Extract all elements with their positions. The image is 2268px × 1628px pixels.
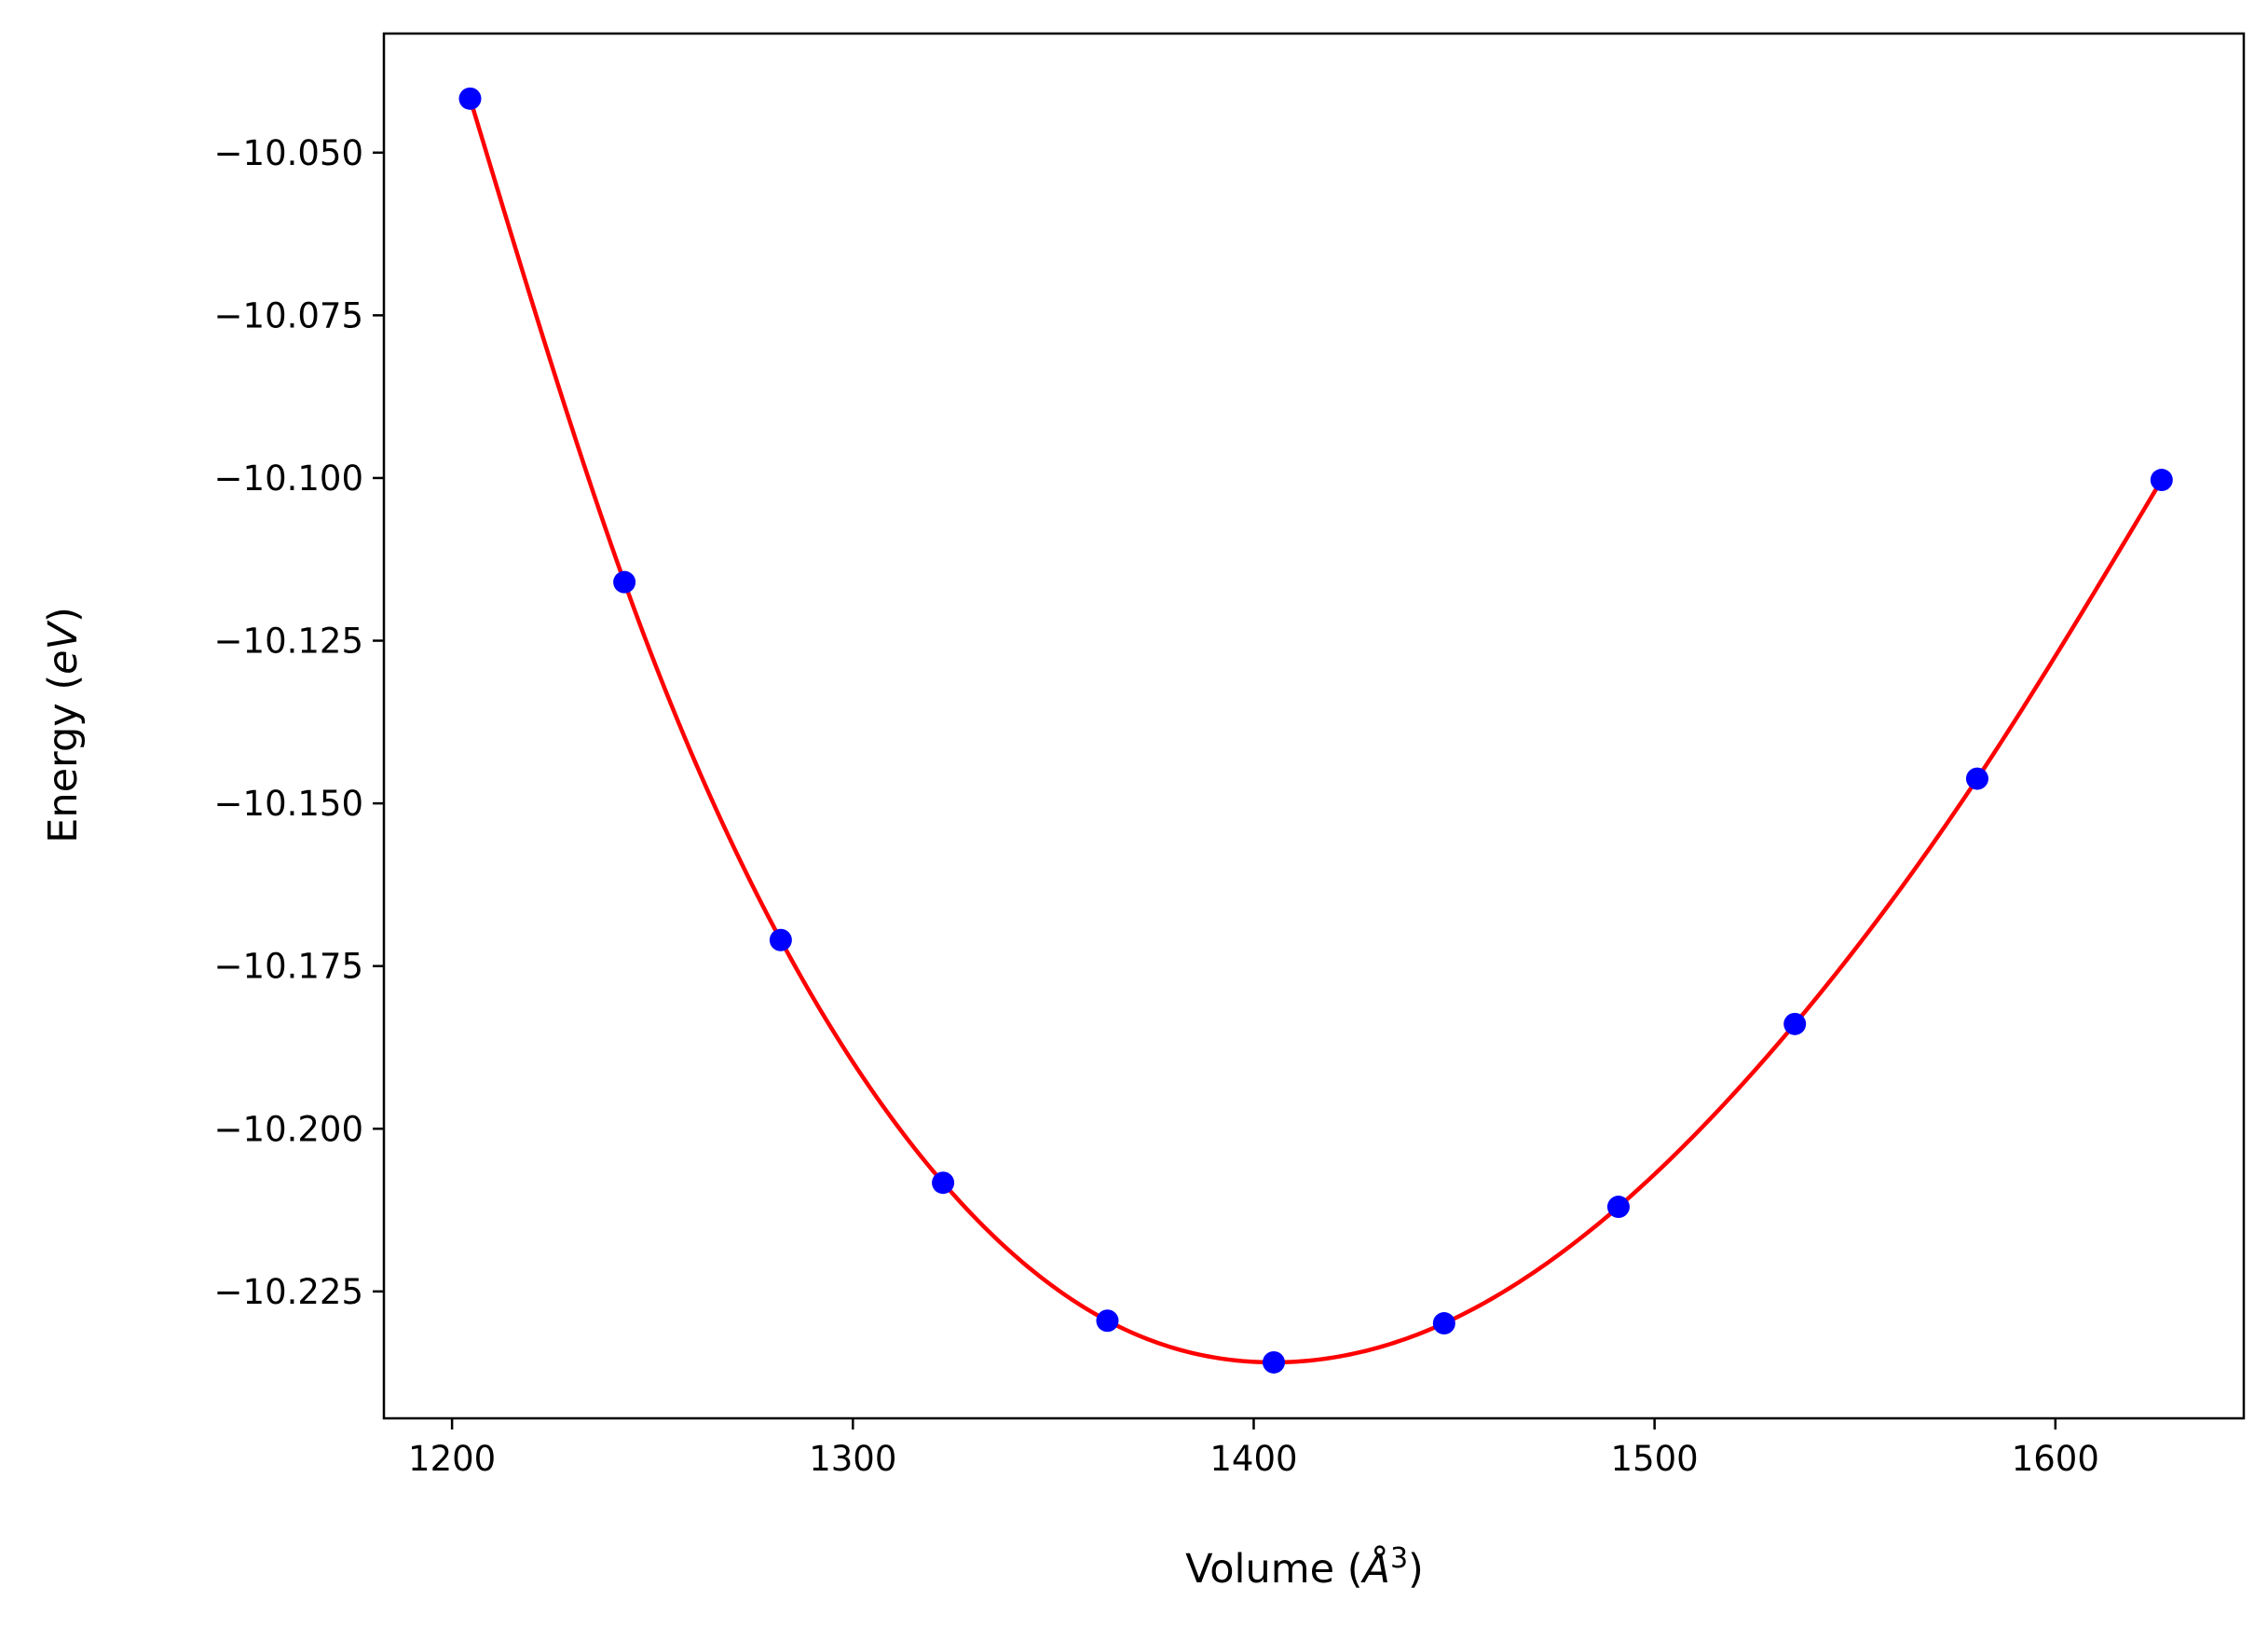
x-tick-label: 1300 bbox=[809, 1439, 896, 1479]
y-tick-label: −10.100 bbox=[214, 458, 363, 499]
x-tick-label: 1600 bbox=[2012, 1439, 2099, 1479]
data-point bbox=[932, 1171, 955, 1195]
data-point bbox=[458, 87, 482, 110]
plot-frame bbox=[382, 32, 2246, 1420]
y-tick-label: −10.050 bbox=[214, 133, 363, 173]
x-tick-label: 1200 bbox=[408, 1439, 496, 1479]
y-tick-label: −10.125 bbox=[214, 622, 363, 662]
data-point bbox=[1783, 1012, 1807, 1035]
x-tick-label: 1500 bbox=[1611, 1439, 1699, 1479]
y-tick-label: −10.150 bbox=[214, 784, 363, 824]
x-axis-label: Volume (Å3) bbox=[1185, 1542, 1424, 1593]
x-tick-label: 1400 bbox=[1209, 1439, 1297, 1479]
plot-area bbox=[458, 87, 2173, 1374]
data-point bbox=[1432, 1312, 1455, 1335]
y-tick-label: −10.200 bbox=[214, 1109, 363, 1149]
y-axis-label: Energy (eV) bbox=[40, 607, 87, 843]
fit-curve bbox=[468, 98, 2164, 1365]
data-point bbox=[613, 570, 636, 594]
y-tick-label: −10.225 bbox=[214, 1272, 363, 1312]
data-point bbox=[769, 928, 792, 951]
data-point bbox=[1262, 1350, 1285, 1374]
data-point bbox=[1606, 1196, 1630, 1219]
data-point bbox=[1096, 1309, 1119, 1333]
y-tick-label: −10.175 bbox=[214, 947, 363, 987]
y-tick-label: −10.075 bbox=[214, 295, 363, 335]
axes: 1200 1300 1400 1500 1600 −10.050 −10.075 −10.10… bbox=[214, 32, 2246, 1479]
data-point bbox=[1965, 767, 1988, 790]
data-point bbox=[2150, 469, 2173, 492]
